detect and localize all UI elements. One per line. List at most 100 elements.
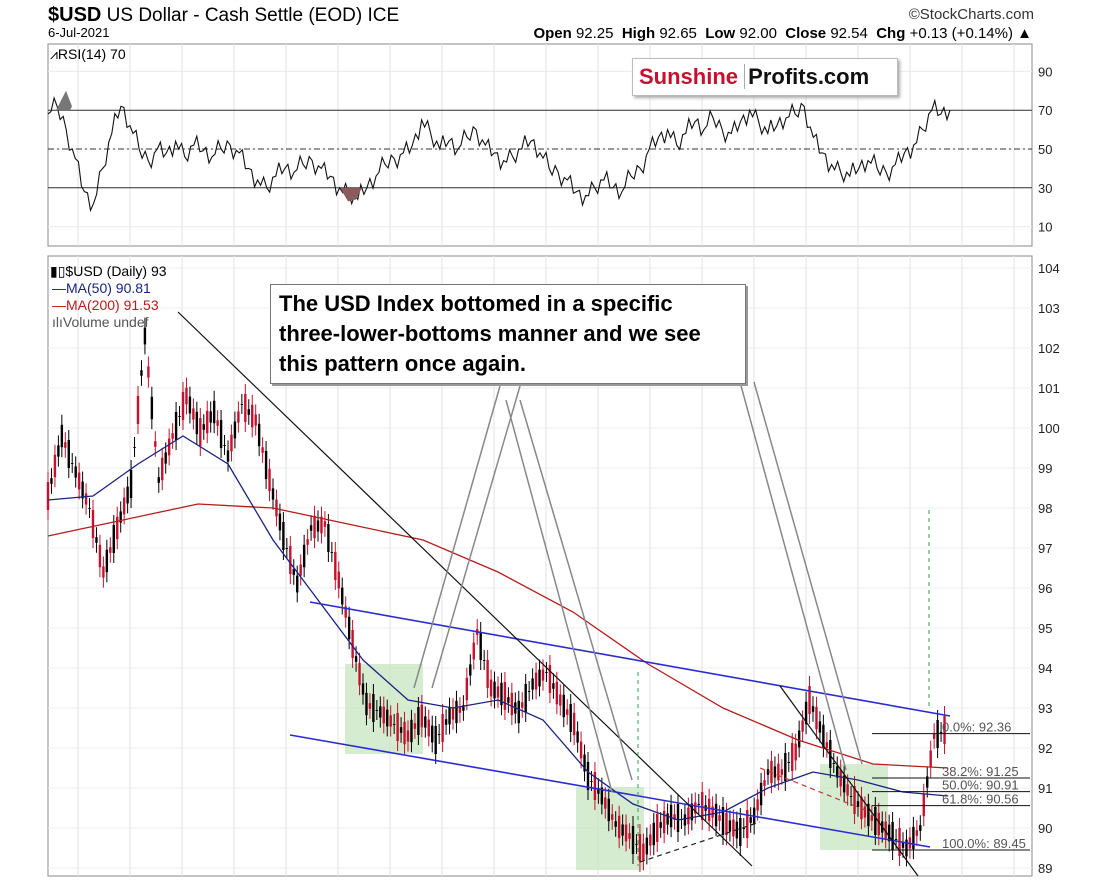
price-candle	[320, 516, 323, 534]
price-candle	[832, 763, 835, 764]
price-candle	[759, 782, 763, 806]
price-candle	[292, 569, 295, 575]
price-candle	[815, 706, 818, 730]
price-candle	[302, 544, 306, 568]
price-candle	[583, 754, 586, 772]
price-candle	[212, 400, 216, 424]
price-candle	[247, 409, 250, 415]
price-tick-label: 104	[1038, 261, 1060, 276]
price-candle	[822, 724, 825, 748]
chart-title: $USD US Dollar - Cash Settle (EOD) ICE	[48, 4, 399, 27]
price-candle	[645, 837, 649, 855]
price-candle	[261, 447, 264, 453]
price-candle	[552, 683, 555, 689]
candles-icon: ▮▯	[50, 263, 66, 279]
price-candle	[237, 411, 240, 423]
price-candle	[122, 497, 126, 515]
price-candle	[399, 727, 403, 733]
rsi-tick-label: 50	[1038, 142, 1052, 157]
price-candle	[728, 820, 732, 832]
volume-bars-icon: ılı	[52, 314, 63, 330]
price-candle	[140, 370, 143, 376]
price-candle	[157, 477, 160, 483]
price-candle	[503, 682, 507, 710]
price-candle	[597, 788, 600, 794]
close-label: Close	[785, 25, 827, 42]
fib-38-label: 38.2%: 91.25	[942, 764, 1019, 779]
price-candle	[746, 810, 749, 838]
price-candle	[635, 844, 638, 845]
price-candle	[507, 697, 510, 703]
price-candle	[929, 750, 932, 768]
open-value: 92.25	[575, 25, 614, 42]
price-candle	[133, 447, 136, 448]
up-triangle-icon: ▲	[1017, 25, 1032, 42]
price-candle	[694, 802, 697, 814]
stockcharts-brand[interactable]: ©StockCharts.com	[908, 6, 1034, 23]
price-candle	[714, 803, 718, 827]
price-candle	[444, 719, 448, 725]
price-candle	[84, 493, 88, 505]
price-candle	[309, 525, 313, 531]
price-candle	[915, 830, 919, 836]
price-candle	[784, 753, 787, 781]
price-candle	[649, 834, 652, 846]
rsi-y-axis: 10 30 50 70 90	[1038, 64, 1052, 234]
rsi-legend: ⩘RSI(14) 70	[50, 46, 126, 63]
price-tick-label: 103	[1038, 301, 1060, 316]
price-candle	[334, 552, 337, 580]
price-candle	[541, 669, 545, 681]
price-candle	[296, 575, 299, 593]
price-candle	[427, 719, 430, 737]
price-candle	[811, 706, 815, 712]
callout-pointer	[413, 385, 501, 689]
price-candle	[341, 587, 344, 605]
price-candle	[251, 404, 254, 428]
price-candle	[161, 457, 164, 481]
price-tick-label: 99	[1038, 461, 1052, 476]
price-candle	[856, 801, 860, 807]
price-candle	[559, 694, 562, 706]
rsi-tick-label: 10	[1038, 220, 1052, 235]
price-candle	[732, 819, 735, 837]
price-candle	[787, 762, 790, 763]
high-label: High	[621, 25, 656, 42]
price-candle	[614, 821, 617, 827]
price-candle	[185, 387, 188, 405]
price-candle	[202, 424, 205, 430]
price-candle	[199, 418, 202, 446]
price-candle	[808, 686, 811, 714]
price-candle	[604, 797, 607, 809]
price-candle	[71, 463, 74, 464]
price-candle	[95, 537, 98, 543]
price-candle	[465, 677, 469, 701]
price-candle	[801, 720, 804, 732]
price-candle	[884, 821, 887, 839]
price-candle	[46, 482, 50, 510]
price-candle	[354, 656, 358, 662]
price-candle	[434, 726, 437, 754]
price-legend-symbol: ▮▯$USD (Daily) 93	[50, 263, 167, 280]
volume-legend: ılıVolume undef	[52, 314, 149, 330]
exchange: ICE	[367, 5, 400, 26]
price-candle	[347, 616, 351, 640]
price-candle	[323, 521, 327, 527]
price-candle	[836, 766, 839, 778]
price-candle	[676, 804, 680, 832]
rsi-overbought-fill	[56, 90, 72, 111]
price-candle	[105, 549, 109, 573]
price-candle	[306, 539, 309, 545]
rsi-legend-label: RSI(14) 70	[57, 46, 126, 62]
callout-pointer	[519, 399, 633, 781]
price-candle	[894, 839, 898, 840]
price-candle	[223, 445, 226, 446]
price-candle	[188, 396, 192, 414]
price-candle	[57, 445, 60, 457]
price-candle	[150, 396, 154, 420]
price-candle	[164, 452, 167, 464]
price-candle	[264, 451, 268, 479]
ma200-legend: —MA(200) 91.53	[52, 297, 159, 313]
price-candle	[244, 394, 247, 422]
price-candle	[607, 798, 610, 822]
price-candle	[901, 842, 905, 848]
